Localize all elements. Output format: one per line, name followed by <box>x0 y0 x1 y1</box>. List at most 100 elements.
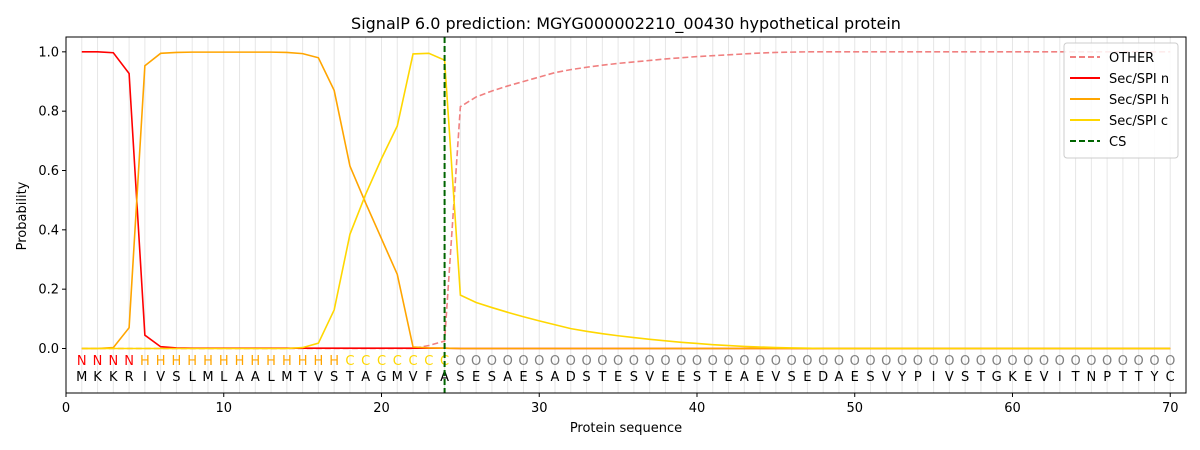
sequence-letter: S <box>172 370 180 385</box>
sequence-letter: L <box>220 370 228 385</box>
sequence-letter: A <box>251 370 260 385</box>
region-label: O <box>913 354 923 369</box>
sequence-letter: P <box>1103 370 1111 385</box>
region-label: O <box>708 354 718 369</box>
x-tick-label: 60 <box>1004 401 1021 416</box>
sequence-letter: A <box>440 370 449 385</box>
region-label: C <box>377 354 386 369</box>
region-label: O <box>581 354 591 369</box>
sequence-letter: E <box>803 370 811 385</box>
x-tick-label: 0 <box>62 401 70 416</box>
region-label: O <box>1039 354 1049 369</box>
sequence-letter: A <box>235 370 244 385</box>
sequence-letter: V <box>645 370 654 385</box>
x-tick-label: 40 <box>689 401 706 416</box>
legend-label: Sec/SPI c <box>1109 114 1168 129</box>
region-label: N <box>93 354 103 369</box>
sequence-letter: S <box>630 370 638 385</box>
legend-label: Sec/SPI n <box>1109 72 1169 87</box>
sequence-letter: V <box>771 370 780 385</box>
x-tick-label: 50 <box>846 401 863 416</box>
sequence-letter: M <box>281 370 292 385</box>
region-label: O <box>944 354 954 369</box>
sequence-letter: S <box>535 370 543 385</box>
y-tick-label: 0.8 <box>38 105 59 120</box>
x-tick-label: 70 <box>1162 401 1179 416</box>
region-label: O <box>1149 354 1159 369</box>
sequence-letter: T <box>345 370 354 385</box>
sequence-letter: K <box>93 370 102 385</box>
sequence-letter: E <box>1024 370 1032 385</box>
region-label: N <box>124 354 134 369</box>
sequence-letter: G <box>376 370 386 385</box>
region-label: O <box>692 354 702 369</box>
sequence-letter: A <box>361 370 370 385</box>
sequence-letter: V <box>409 370 418 385</box>
sequence-letter: V <box>945 370 954 385</box>
region-label: O <box>723 354 733 369</box>
region-label: O <box>787 354 797 369</box>
sequence-letter: E <box>756 370 764 385</box>
sequence-letter: A <box>740 370 749 385</box>
region-label: C <box>409 354 418 369</box>
region-label: O <box>566 354 576 369</box>
x-tick-label: 30 <box>531 401 548 416</box>
region-label: H <box>140 354 150 369</box>
region-label: O <box>1086 354 1096 369</box>
sequence-letter: M <box>202 370 213 385</box>
region-label: O <box>518 354 528 369</box>
sequence-letter: T <box>1118 370 1127 385</box>
region-label: O <box>771 354 781 369</box>
region-label: O <box>1102 354 1112 369</box>
region-label: O <box>960 354 970 369</box>
region-label: O <box>503 354 513 369</box>
region-label: O <box>645 354 655 369</box>
region-label: O <box>1165 354 1175 369</box>
region-label: O <box>455 354 465 369</box>
sequence-letter: S <box>866 370 874 385</box>
region-label: O <box>1055 354 1065 369</box>
region-label: O <box>1070 354 1080 369</box>
region-label: O <box>802 354 812 369</box>
region-label: H <box>235 354 245 369</box>
legend-label: CS <box>1109 135 1126 150</box>
sequence-letter: S <box>330 370 338 385</box>
sequence-letter: T <box>298 370 307 385</box>
y-tick-label: 0.0 <box>38 342 59 357</box>
sequence-letter: T <box>708 370 717 385</box>
legend: OTHER Sec/SPI n Sec/SPI h Sec/SPI c CS <box>1063 42 1179 159</box>
region-label: C <box>345 354 354 369</box>
region-label: O <box>976 354 986 369</box>
sequence-letter: T <box>1071 370 1080 385</box>
sequence-letter: S <box>488 370 496 385</box>
sequence-letter: L <box>189 370 197 385</box>
region-label: O <box>1134 354 1144 369</box>
region-label: H <box>266 354 276 369</box>
region-label: O <box>487 354 497 369</box>
sequence-letter: K <box>109 370 118 385</box>
region-label: H <box>203 354 213 369</box>
sequence-letter: I <box>932 370 936 385</box>
region-label: O <box>660 354 670 369</box>
region-label: O <box>471 354 481 369</box>
series-line-sec-spi-c <box>81 52 1171 350</box>
chart-title: SignalP 6.0 prediction: MGYG000002210_00… <box>351 14 901 34</box>
region-label: O <box>865 354 875 369</box>
axes-frame <box>65 36 1187 394</box>
x-tick-label: 10 <box>215 401 232 416</box>
region-label: O <box>850 354 860 369</box>
region-label: O <box>897 354 907 369</box>
region-label: O <box>613 354 623 369</box>
x-axis-label: Protein sequence <box>570 421 682 436</box>
sequence-letter: F <box>425 370 432 385</box>
region-label: H <box>172 354 182 369</box>
sequence-letter: Y <box>897 370 906 385</box>
sequence-letter: S <box>961 370 969 385</box>
legend-box <box>1063 42 1179 159</box>
region-label: O <box>550 354 560 369</box>
sequence-letter: D <box>566 370 576 385</box>
sequence-letter: I <box>143 370 147 385</box>
sequence-letter: M <box>392 370 403 385</box>
